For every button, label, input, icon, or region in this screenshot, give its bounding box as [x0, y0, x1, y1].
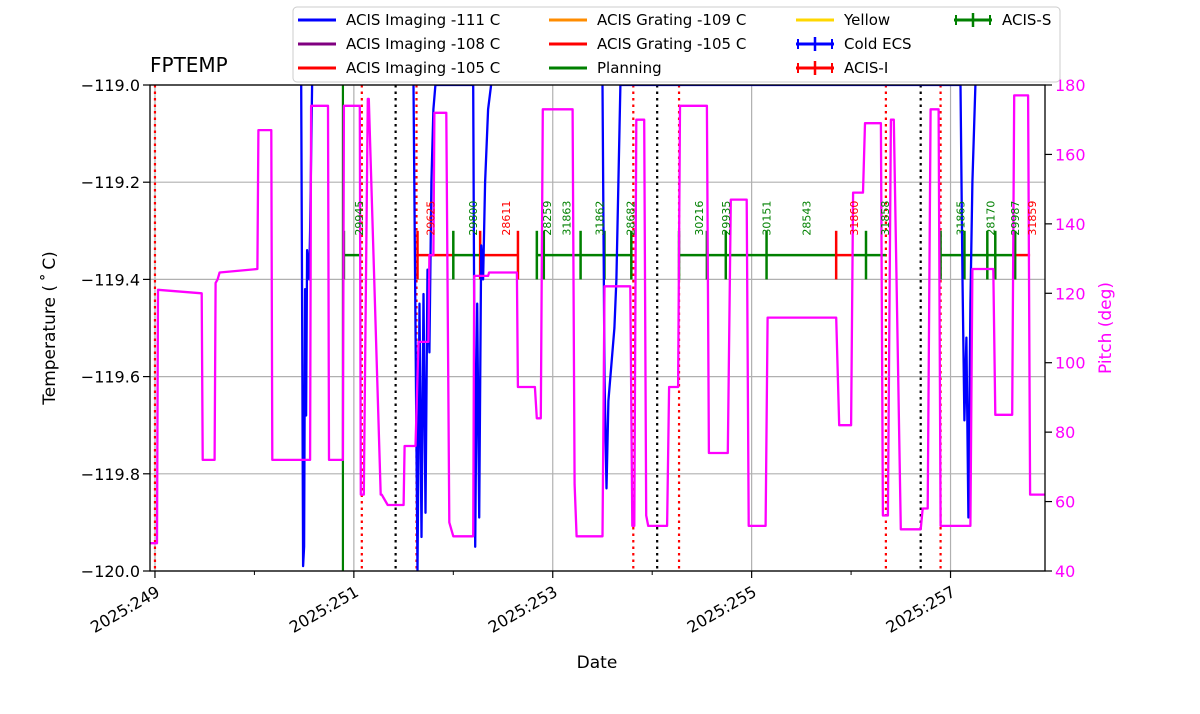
- legend-label: ACIS Grating -105 C: [597, 35, 746, 53]
- y2-tick-label: 160: [1055, 145, 1086, 164]
- y-tick-label: −119.8: [81, 465, 140, 484]
- fptemp-series-line: [300, 85, 977, 571]
- obsid-label: 30216: [693, 201, 706, 236]
- obsid-label: 31858: [879, 201, 892, 236]
- obsid-label: 28611: [500, 201, 513, 236]
- legend: ACIS Imaging -111 C ACIS Imaging -108 C AC…: [292, 6, 1061, 83]
- y-tick-label: −120.0: [81, 562, 140, 581]
- obsid-label: 28682: [624, 201, 637, 236]
- y-tick-label: −119.0: [81, 76, 140, 95]
- obsid-label: 31859: [1026, 201, 1039, 236]
- grid: [150, 84, 1045, 572]
- legend-label: Yellow: [843, 11, 890, 29]
- obsid-label: 28170: [984, 201, 997, 236]
- x-tick-label: 2025:253: [485, 582, 561, 637]
- y2-tick-label: 100: [1055, 354, 1086, 373]
- obsid-label: 28259: [541, 201, 554, 236]
- legend-label: ACIS-S: [1002, 11, 1051, 29]
- y2-tick-label: 60: [1055, 493, 1075, 512]
- obsid-label: 29945: [353, 201, 366, 236]
- axes: 2025:249 2025:251 2025:253 2025:255 2025:257…: [81, 76, 1086, 637]
- legend-label: ACIS Imaging -111 C: [346, 11, 500, 29]
- axes-frame: [149, 84, 1046, 572]
- x-tick-label: 2025:257: [883, 582, 959, 637]
- legend-label: ACIS-I: [844, 59, 888, 77]
- obsid-label: 29800: [467, 201, 480, 236]
- legend-label: ACIS Grating -109 C: [597, 11, 746, 29]
- legend-box: [292, 6, 1061, 83]
- plot-area: 29945 29625 29800 28611 28259 31863 31862 28682…: [150, 85, 1045, 571]
- y2-tick-label: 180: [1055, 76, 1086, 95]
- obsid-label: 31860: [848, 201, 861, 236]
- x-tick-label: 2025:251: [286, 582, 362, 637]
- obsid-label: 30151: [761, 201, 774, 236]
- obsid-label: 31865: [954, 201, 967, 236]
- y-axis-label: Temperature ( ˚ C): [39, 251, 60, 406]
- legend-label: Planning: [597, 59, 662, 77]
- legend-label: Cold ECS: [844, 35, 912, 53]
- obsid-label: 31862: [593, 201, 606, 236]
- legend-label: ACIS Imaging -105 C: [346, 59, 500, 77]
- x-tick-label: 2025:255: [684, 582, 760, 637]
- obsid-label: 31863: [561, 201, 574, 236]
- y2-tick-label: 120: [1055, 284, 1086, 303]
- y-tick-label: −119.4: [81, 270, 140, 289]
- obsid-label: 28543: [800, 201, 813, 236]
- x-axis-label: Date: [577, 653, 618, 673]
- x-tick-label: 2025:249: [87, 582, 163, 637]
- obsid-label: 29935: [720, 201, 733, 236]
- y2-tick-label: 80: [1055, 423, 1075, 442]
- chart-title: FPTEMP: [150, 53, 228, 77]
- obsid-label: 29625: [424, 201, 437, 236]
- y-tick-label: −119.6: [81, 368, 140, 387]
- y2-axis-label: Pitch (deg): [1096, 282, 1116, 374]
- legend-label: ACIS Imaging -108 C: [346, 35, 500, 53]
- y-tick-label: −119.2: [81, 173, 140, 192]
- y2-tick-label: 40: [1055, 562, 1075, 581]
- y2-tick-label: 140: [1055, 215, 1086, 234]
- obsid-label: 29987: [1009, 201, 1022, 236]
- pitch-series-line: [150, 94, 1045, 545]
